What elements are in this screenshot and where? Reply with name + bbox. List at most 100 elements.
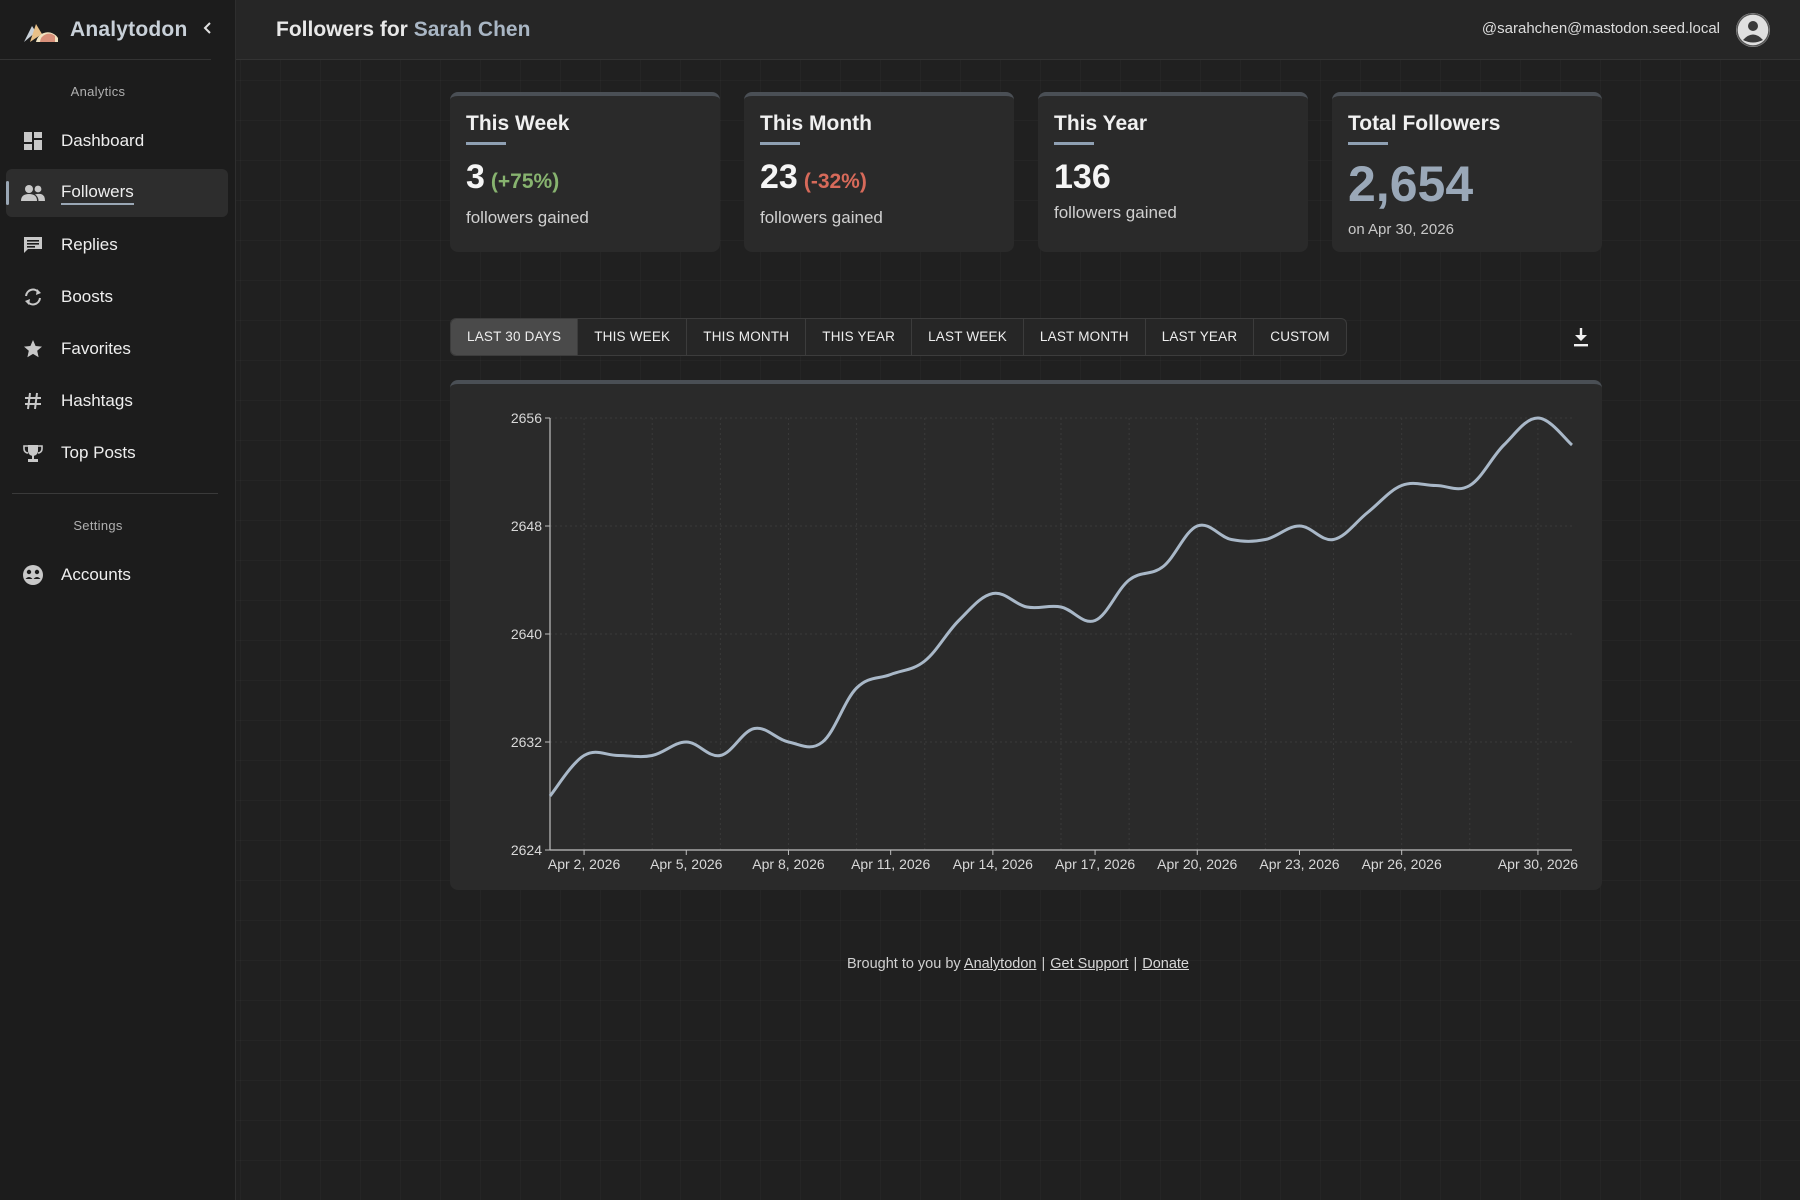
followers-line-chart: 2624 2632 2640 2648 2656 Apr 2, 2026 Apr 5, 20…	[511, 410, 1578, 872]
y-tick-label: 2632	[511, 734, 542, 750]
tab-this-year[interactable]: THIS YEAR	[806, 319, 913, 355]
data-point	[1093, 619, 1097, 623]
data-point	[786, 740, 790, 744]
account-handle[interactable]: @sarahchen@mastodon.seed.local	[1481, 20, 1720, 37]
card-subtitle: followers gained	[466, 208, 589, 227]
accounts-icon	[21, 563, 45, 587]
avatar[interactable]	[1736, 13, 1770, 47]
data-point	[889, 673, 893, 677]
sidebar-item-favorites[interactable]: Favorites	[6, 325, 228, 373]
user-avatar-icon	[1736, 13, 1770, 47]
footer-prefix: Brought to you by	[847, 956, 961, 972]
sidebar-item-followers[interactable]: Followers	[6, 169, 228, 217]
footer-link-donate[interactable]: Donate	[1142, 956, 1189, 972]
data-point	[1025, 605, 1029, 609]
sidebar-divider	[12, 493, 218, 494]
star-icon	[21, 337, 45, 361]
data-point	[923, 659, 927, 663]
series-line-followers	[548, 416, 1574, 797]
sidebar-item-label: Followers	[61, 182, 134, 205]
x-tick-label: Apr 11, 2026	[851, 856, 930, 872]
card-title-underline	[1054, 142, 1094, 145]
sidebar-item-replies[interactable]: Replies	[6, 221, 228, 269]
data-point	[991, 592, 995, 596]
y-tick-label: 2648	[511, 518, 542, 534]
brand[interactable]: Analytodon	[0, 0, 211, 60]
sidebar-item-label: Boosts	[61, 287, 113, 306]
footer: Brought to you by Analytodon | Get Support…	[236, 956, 1800, 972]
sidebar-item-label: Favorites	[61, 339, 131, 358]
tab-this-week[interactable]: THIS WEEK	[578, 319, 688, 355]
x-tick-label: Apr 8, 2026	[752, 856, 825, 872]
card-title-underline	[760, 142, 800, 145]
card-title-underline	[466, 142, 506, 145]
download-icon	[1574, 328, 1588, 347]
card-title: This Month	[760, 112, 872, 135]
x-tick-label: Apr 2, 2026	[548, 856, 621, 872]
card-value-number: 2,654	[1348, 156, 1474, 212]
tab-last-30-days[interactable]: LAST 30 DAYS	[451, 319, 579, 355]
stat-card-this-year: This Year 136 followers gained	[1038, 92, 1308, 252]
data-point	[1059, 605, 1063, 609]
stat-card-total-followers: Total Followers 2,654 on Apr 30, 2026	[1332, 92, 1602, 252]
data-point	[548, 794, 552, 798]
page-title-prefix: Followers for	[276, 17, 408, 41]
section-label-settings: Settings	[73, 518, 123, 533]
data-point	[650, 754, 654, 758]
card-value-number: 23	[760, 158, 798, 196]
x-tick-label: Apr 5, 2026	[650, 856, 723, 872]
chevron-left-icon	[203, 22, 211, 34]
stat-cards: This Week 3 (+75%) followers gained This …	[450, 92, 1602, 254]
sidebar-item-label: Dashboard	[61, 131, 145, 150]
sidebar-item-label: Top Posts	[61, 443, 136, 462]
sidebar-item-top-posts[interactable]: Top Posts	[6, 429, 228, 477]
tab-last-year[interactable]: LAST YEAR	[1146, 319, 1255, 355]
card-value: 3 (+75%)	[466, 159, 704, 200]
data-point	[1468, 484, 1472, 488]
footer-link-get-support[interactable]: Get Support	[1050, 956, 1129, 972]
data-point	[1332, 538, 1336, 542]
sidebar-item-dashboard[interactable]: Dashboard	[6, 117, 228, 165]
tab-last-month[interactable]: LAST MONTH	[1024, 319, 1146, 355]
data-point	[1570, 443, 1574, 447]
x-tick-label: Apr 17, 2026	[1055, 856, 1135, 872]
sidebar-item-accounts[interactable]: Accounts	[6, 551, 228, 599]
analytodon-logo-icon	[24, 23, 58, 42]
sidebar-item-hashtags[interactable]: Hashtags	[6, 377, 228, 425]
data-point	[684, 740, 688, 744]
data-point	[1536, 416, 1540, 420]
card-title: This Week	[466, 112, 570, 135]
sidebar-item-label: Replies	[61, 235, 118, 254]
data-point	[1366, 511, 1370, 515]
repeat-icon	[21, 285, 45, 309]
card-subtitle: on Apr 30, 2026	[1348, 221, 1454, 238]
data-point	[1297, 524, 1301, 528]
sidebar: Analytodon Analytics Dashboard Followers…	[0, 0, 236, 1200]
data-point	[1195, 524, 1199, 528]
tab-last-week[interactable]: LAST WEEK	[912, 319, 1024, 355]
stat-card-this-month: This Month 23 (-32%) followers gained	[744, 92, 1014, 252]
tab-this-month[interactable]: THIS MONTH	[687, 319, 807, 355]
x-tick-label: Apr 26, 2026	[1362, 856, 1442, 872]
data-point	[1229, 538, 1233, 542]
x-tick-label: Apr 23, 2026	[1259, 856, 1339, 872]
card-subtitle: followers gained	[760, 208, 883, 227]
card-title-underline	[1348, 142, 1388, 145]
data-point	[1161, 565, 1165, 569]
y-tick-label: 2624	[511, 842, 542, 858]
section-label-analytics: Analytics	[70, 84, 126, 99]
tab-custom[interactable]: CUSTOM	[1270, 329, 1330, 344]
collapse-sidebar-button[interactable]	[196, 16, 220, 40]
card-value: 23 (-32%)	[760, 159, 998, 200]
page-title-account-name: Sarah Chen	[413, 17, 531, 41]
card-change-percent: (-32%)	[803, 170, 867, 193]
download-button[interactable]	[1568, 324, 1594, 350]
data-point	[718, 754, 722, 758]
data-point	[1502, 443, 1506, 447]
sidebar-item-boosts[interactable]: Boosts	[6, 273, 228, 321]
stat-card-this-week: This Week 3 (+75%) followers gained	[450, 92, 720, 252]
data-point	[1263, 538, 1267, 542]
data-point	[1400, 484, 1404, 488]
followers-chart-card: 2624 2632 2640 2648 2656 Apr 2, 2026 Apr 5, 20…	[450, 380, 1602, 890]
footer-link-analytodon[interactable]: Analytodon	[963, 956, 1037, 972]
